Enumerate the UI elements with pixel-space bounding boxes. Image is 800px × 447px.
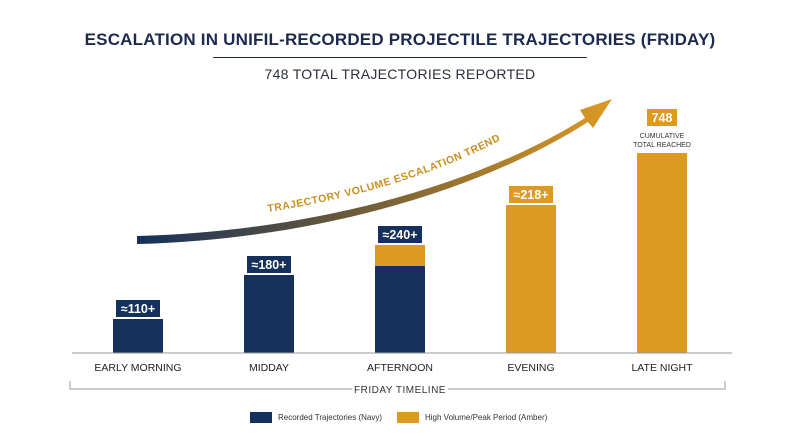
bar-navy-1 [244,275,294,353]
data-label-2: ≈240+ [382,228,417,242]
bars-layer: ≈110+ ≈180+ ≈240+ ≈218+ 748 CUMULATIVE TOTAL R… [113,109,691,353]
x-tick-label-3: EVENING [507,362,554,374]
x-tick-label-4: LATE NIGHT [631,362,693,374]
legend-item-navy: Recorded Trajectories (Navy) [250,412,382,423]
bar-navy-2 [375,266,425,353]
data-label-3: ≈218+ [513,188,548,202]
chart-title: ESCALATION IN UNIFIL-RECORDED PROJECTILE… [84,30,716,49]
late-night-note-line-1: TOTAL REACHED [633,142,691,149]
data-label-bg-0 [116,300,160,317]
chart-subtitle: 748 TOTAL TRAJECTORIES REPORTED [264,66,536,82]
data-label-bg-2 [378,226,422,243]
bar-navy-0 [113,319,163,353]
data-label-0: ≈110+ [121,302,155,316]
legend-swatch-navy [250,412,272,423]
data-label-4: 748 [652,111,673,125]
data-label-1: ≈180+ [251,258,286,272]
timeline-label-bg [352,382,448,396]
data-label-bg-3 [509,186,553,203]
data-label-bg-1 [247,256,291,273]
legend-swatch-amber [397,412,419,423]
x-tick-label-2: AFTERNOON [367,362,433,374]
x-axis-labels: EARLY MORNING MIDDAY AFTERNOON EVENING LATE … [94,362,693,374]
title-divider [213,57,587,58]
bar-amber-2 [375,245,425,266]
late-night-note-line-0: CUMULATIVE [640,133,685,140]
x-tick-label-0: EARLY MORNING [94,362,181,374]
legend-label-amber: High Volume/Peak Period (Amber) [425,413,548,422]
legend-label-navy: Recorded Trajectories (Navy) [278,413,383,422]
data-label-bg-4 [647,109,677,126]
bar-amber-4 [637,153,687,353]
x-tick-label-1: MIDDAY [249,362,289,374]
bar-amber-3 [506,205,556,353]
x-axis-title: FRIDAY TIMELINE [354,385,446,396]
legend-item-amber: High Volume/Peak Period (Amber) [397,412,547,423]
